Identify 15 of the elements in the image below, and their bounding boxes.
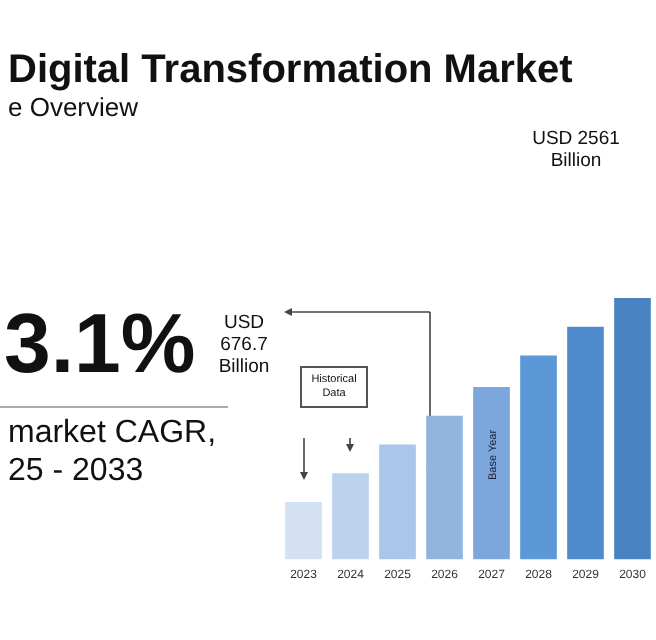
bar	[426, 415, 463, 560]
text: market CAGR,	[8, 416, 217, 452]
bar	[332, 473, 369, 560]
chart-subtitle: e Overview	[8, 92, 139, 122]
text: USD 676.7 Billion	[216, 312, 272, 378]
chart-title: Digital Transformation Market	[8, 48, 573, 94]
text: USD 2561 Billion	[530, 128, 622, 172]
text: 3.1%	[4, 296, 196, 392]
bar	[567, 326, 604, 560]
bar	[473, 386, 510, 560]
bar	[614, 298, 651, 560]
text: 25 - 2033	[8, 454, 144, 490]
bar	[379, 444, 416, 560]
bar	[520, 355, 557, 560]
bar	[285, 502, 322, 560]
